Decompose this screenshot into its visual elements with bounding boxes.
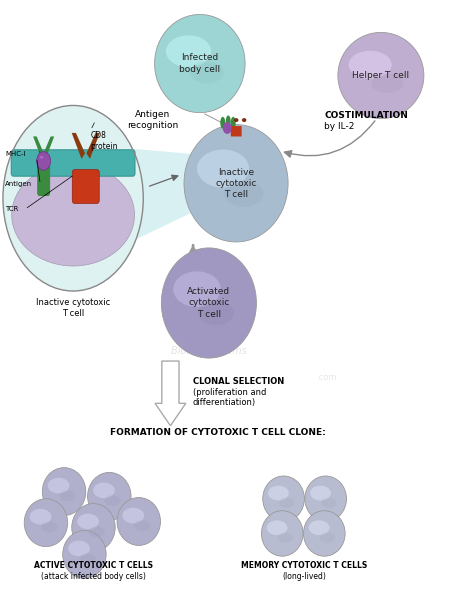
Ellipse shape (123, 508, 144, 523)
Ellipse shape (104, 495, 121, 506)
Ellipse shape (268, 485, 289, 500)
Ellipse shape (63, 530, 106, 578)
Text: MHC-I: MHC-I (5, 151, 26, 157)
Ellipse shape (309, 520, 330, 535)
Ellipse shape (154, 14, 245, 113)
Ellipse shape (277, 532, 293, 542)
FancyBboxPatch shape (37, 160, 50, 196)
Ellipse shape (197, 149, 249, 188)
Ellipse shape (184, 125, 288, 242)
FancyBboxPatch shape (11, 150, 135, 176)
Text: (proliferation and: (proliferation and (192, 388, 266, 397)
Text: differentiation): differentiation) (192, 398, 256, 407)
Circle shape (223, 122, 232, 134)
Ellipse shape (190, 61, 224, 83)
Text: TCR: TCR (5, 206, 19, 212)
Text: by IL-2: by IL-2 (324, 122, 355, 131)
Ellipse shape (321, 498, 336, 508)
Ellipse shape (72, 503, 115, 551)
Ellipse shape (263, 476, 304, 521)
Ellipse shape (161, 248, 257, 358)
Ellipse shape (117, 497, 160, 545)
Ellipse shape (79, 553, 96, 564)
Text: Activated
cytotoxic
T cell: Activated cytotoxic T cell (188, 287, 231, 319)
Text: ACTIVE CYTOTOXIC T CELLS: ACTIVE CYTOTOXIC T CELLS (34, 560, 153, 569)
Ellipse shape (349, 51, 392, 79)
Ellipse shape (41, 521, 57, 532)
Text: CLONAL SELECTION: CLONAL SELECTION (192, 377, 284, 386)
Circle shape (37, 152, 51, 170)
Ellipse shape (134, 520, 150, 531)
Ellipse shape (173, 271, 221, 307)
Polygon shape (86, 133, 100, 159)
Text: .com: .com (316, 373, 337, 382)
Ellipse shape (305, 476, 346, 521)
Ellipse shape (371, 74, 404, 93)
Text: (long-lived): (long-lived) (282, 572, 326, 581)
Text: Antigen: Antigen (5, 181, 32, 187)
Ellipse shape (220, 117, 225, 128)
Text: MEMORY CYTOTOXIC T CELLS: MEMORY CYTOTOXIC T CELLS (241, 560, 367, 569)
Polygon shape (115, 147, 192, 249)
Polygon shape (44, 136, 54, 157)
Ellipse shape (77, 514, 99, 529)
Ellipse shape (320, 532, 335, 542)
Ellipse shape (42, 467, 86, 515)
Ellipse shape (24, 499, 68, 547)
Ellipse shape (226, 115, 231, 127)
Ellipse shape (166, 35, 211, 67)
FancyBboxPatch shape (72, 170, 99, 203)
Ellipse shape (93, 482, 115, 498)
Text: Biology Forums: Biology Forums (171, 346, 247, 356)
Ellipse shape (262, 511, 303, 556)
Text: CD8
protein: CD8 protein (91, 131, 118, 151)
Ellipse shape (279, 498, 295, 508)
Ellipse shape (242, 118, 247, 122)
Ellipse shape (89, 526, 105, 537)
Polygon shape (33, 136, 43, 157)
Ellipse shape (303, 511, 345, 556)
Text: (attack infected body cells): (attack infected body cells) (41, 572, 146, 581)
Ellipse shape (310, 485, 331, 500)
Text: Infected
body cell: Infected body cell (179, 53, 220, 74)
Ellipse shape (30, 509, 51, 524)
Text: Helper T cell: Helper T cell (352, 71, 410, 80)
Circle shape (3, 106, 143, 291)
Text: COSTIMULATION: COSTIMULATION (324, 111, 408, 120)
Ellipse shape (40, 156, 43, 158)
FancyBboxPatch shape (231, 126, 242, 136)
Ellipse shape (59, 490, 75, 501)
Ellipse shape (266, 520, 287, 535)
Text: FORMATION OF CYTOTOXIC T CELL CLONE:: FORMATION OF CYTOTOXIC T CELL CLONE: (110, 428, 326, 437)
Polygon shape (72, 133, 85, 159)
Ellipse shape (48, 478, 69, 493)
Ellipse shape (338, 32, 424, 119)
Ellipse shape (231, 117, 236, 128)
Ellipse shape (224, 181, 263, 207)
Ellipse shape (12, 164, 134, 266)
Text: Inactive cytotoxic
T cell: Inactive cytotoxic T cell (36, 298, 110, 319)
Ellipse shape (68, 541, 90, 556)
Polygon shape (155, 361, 186, 426)
Text: Inactive
cytotoxic
T cell: Inactive cytotoxic T cell (215, 167, 257, 199)
Ellipse shape (198, 301, 234, 325)
Text: Antigen
recognition: Antigen recognition (127, 110, 178, 130)
Ellipse shape (88, 472, 131, 520)
Ellipse shape (234, 118, 238, 122)
